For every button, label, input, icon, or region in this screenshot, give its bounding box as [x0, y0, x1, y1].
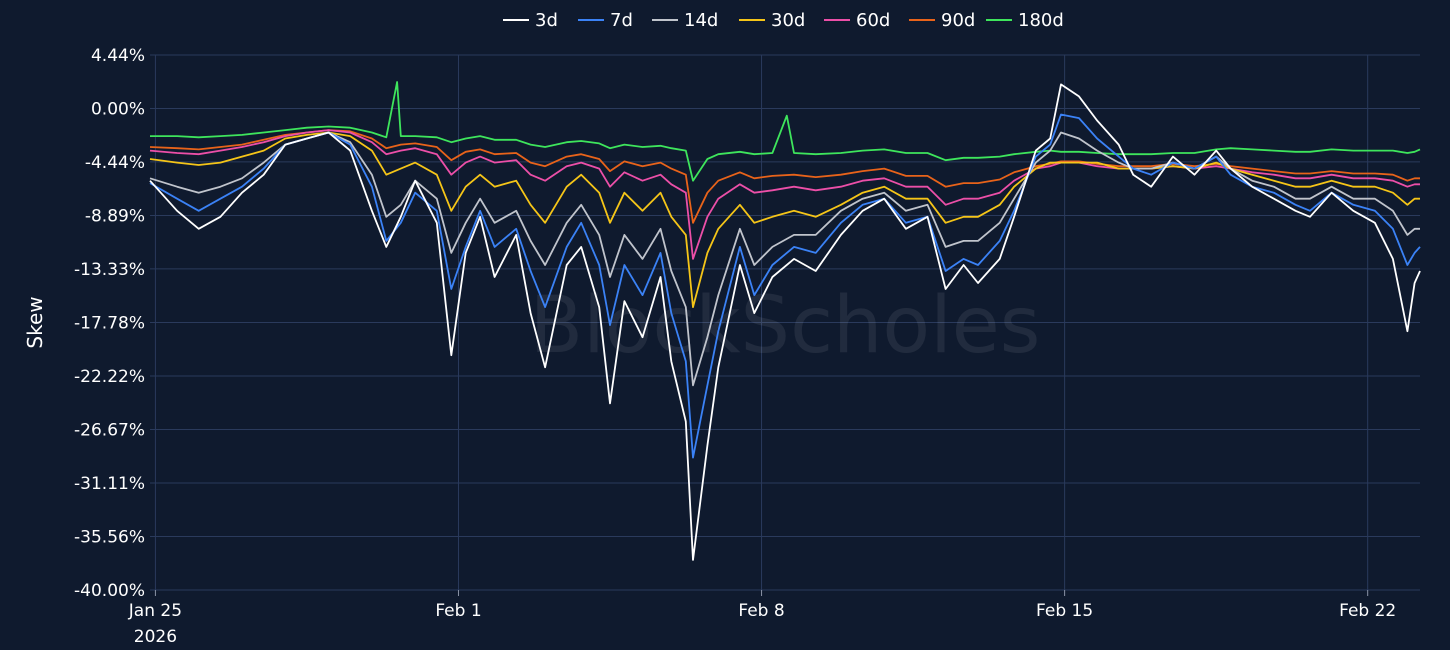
series-layer	[149, 81, 1421, 561]
legend-label: 60d	[856, 9, 891, 31]
legend-item-7d[interactable]: 7d	[578, 8, 633, 32]
legend-item-180d[interactable]: 180d	[986, 8, 1064, 32]
legend-label: 30d	[771, 9, 806, 31]
y-axis-ticks: 4.44% 0.00% -4.44% -8.89% -13.33% -17.78% -22.…	[74, 46, 145, 601]
legend-label: 180d	[1018, 9, 1064, 31]
series-line-3d	[149, 83, 1421, 561]
y-tick-label: -35.56%	[74, 528, 145, 548]
series-line-7d	[149, 113, 1421, 459]
legend-label: 7d	[610, 9, 633, 31]
legend-item-30d[interactable]: 30d	[739, 8, 805, 32]
x-axis-ticks: Jan 25 2026 Feb 1 Feb 8 Feb 15 Feb 22	[128, 590, 1396, 647]
chart-legend: 3d 7d 14d 30d 60d 90d 180d	[0, 8, 1450, 32]
legend-swatch	[824, 19, 850, 21]
y-tick-label: -8.89%	[85, 206, 145, 226]
x-tick-sublabel: 2026	[134, 627, 177, 647]
y-tick-label: -17.78%	[74, 314, 145, 334]
legend-item-3d[interactable]: 3d	[503, 8, 558, 32]
y-tick-label: -22.22%	[74, 367, 145, 387]
legend-item-14d[interactable]: 14d	[652, 8, 718, 32]
x-tick-label: Feb 8	[738, 601, 784, 621]
x-tick-label: Feb 15	[1036, 601, 1093, 621]
legend-item-90d[interactable]: 90d	[909, 8, 975, 32]
series-line-30d	[149, 131, 1420, 308]
series-line-60d	[149, 129, 1420, 260]
legend-label: 3d	[535, 9, 558, 31]
y-tick-label: -31.11%	[74, 474, 145, 494]
legend-label: 90d	[941, 9, 976, 31]
series-line-90d	[149, 129, 1420, 224]
y-axis-title: Skew	[23, 296, 47, 348]
x-tick-label: Jan 25	[128, 601, 182, 621]
y-tick-label: -13.33%	[74, 260, 145, 280]
legend-swatch	[578, 19, 604, 21]
x-tick-label: Feb 22	[1339, 601, 1396, 621]
legend-swatch	[503, 19, 529, 21]
legend-swatch	[909, 19, 935, 21]
watermark: BlockScholes	[530, 281, 1041, 371]
legend-swatch	[986, 19, 1012, 21]
series-line-180d	[150, 81, 1421, 182]
x-tick-label: Feb 1	[435, 601, 481, 621]
legend-item-60d[interactable]: 60d	[824, 8, 890, 32]
y-tick-label: -4.44%	[85, 153, 145, 173]
legend-swatch	[739, 19, 765, 21]
y-tick-label: 0.00%	[91, 99, 145, 119]
chart-grid	[150, 54, 1420, 591]
y-tick-label: 4.44%	[91, 46, 145, 66]
y-tick-label: -26.67%	[74, 421, 145, 441]
legend-swatch	[652, 19, 678, 21]
y-tick-label: -40.00%	[74, 581, 145, 601]
legend-label: 14d	[684, 9, 719, 31]
